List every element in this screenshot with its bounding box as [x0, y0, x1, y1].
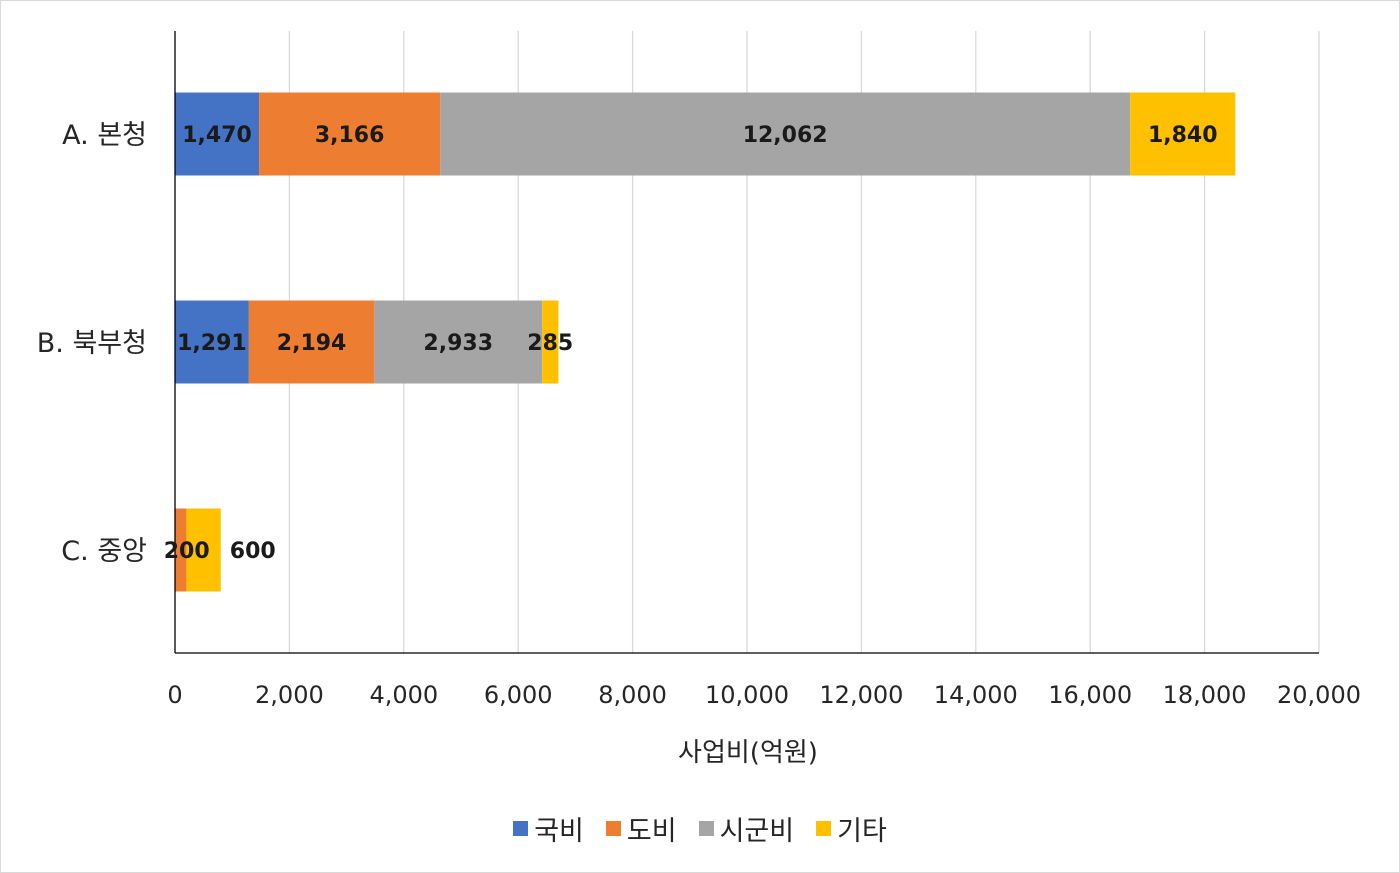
stacked-bar-chart: A. 본청 B. 북부청 C. 중앙 0 2,000 4,000 6,000 8,000 10… — [37, 31, 1361, 768]
bar-segment — [1130, 92, 1236, 176]
x-tick-label: 18,000 — [1163, 681, 1247, 709]
legend-label: 국비 — [534, 816, 584, 847]
legend-swatch — [605, 821, 621, 836]
data-label: 285 — [527, 331, 573, 356]
category-label: A. 본청 — [62, 120, 147, 151]
x-tick-label: 12,000 — [819, 681, 903, 709]
bar-segment — [175, 300, 249, 384]
bar-segment — [542, 300, 559, 384]
x-tick-label: 2,000 — [255, 681, 324, 709]
x-tick-labels: 0 2,000 4,000 6,000 8,000 10,000 12,000 14,000 1… — [167, 681, 1361, 709]
legend-label: 기타 — [837, 816, 887, 847]
legend-swatch — [513, 821, 529, 836]
legend-item: 국비 — [513, 809, 584, 848]
x-tick-label: 16,000 — [1048, 681, 1132, 709]
data-label: 1,291 — [177, 331, 247, 356]
bar-segment — [374, 300, 543, 384]
legend-swatch — [816, 821, 832, 836]
category-labels: A. 본청 B. 북부청 C. 중앙 — [37, 120, 147, 567]
category-label: C. 중앙 — [61, 536, 147, 567]
bar-segment — [259, 92, 441, 176]
legend-label: 시군비 — [719, 816, 795, 847]
bar-segment — [175, 92, 260, 176]
x-tick-label: 10,000 — [705, 681, 789, 709]
bar-segment — [248, 300, 375, 384]
x-axis-title: 사업비(억원) — [678, 738, 818, 768]
data-label: 2,933 — [423, 331, 493, 356]
data-label: 2,194 — [277, 331, 347, 356]
data-label: 600 — [230, 539, 276, 564]
data-label: 1,840 — [1148, 123, 1218, 148]
x-tick-label: 6,000 — [484, 681, 553, 709]
legend-swatch — [698, 821, 714, 836]
bar-segment — [186, 508, 221, 592]
data-label: 1,470 — [182, 123, 252, 148]
x-tick-label: 20,000 — [1277, 681, 1361, 709]
data-labels: 1,470 3,166 12,062 1,840 1,291 2,194 2,933 285 2… — [164, 123, 1218, 564]
bar-segment — [440, 92, 1131, 176]
x-tick-label: 0 — [167, 681, 182, 709]
legend-item: 시군비 — [698, 809, 795, 848]
x-tick-label: 8,000 — [598, 681, 667, 709]
data-label: 3,166 — [315, 123, 385, 148]
data-label: 200 — [164, 539, 210, 564]
bars — [175, 92, 1236, 592]
category-label: B. 북부청 — [37, 328, 147, 359]
axes — [174, 31, 1319, 654]
x-tick-label: 4,000 — [369, 681, 438, 709]
legend-item: 도비 — [605, 809, 677, 848]
legend: 국비 도비 시군비 기타 — [1, 809, 1399, 848]
data-label: 12,062 — [743, 123, 828, 148]
legend-item: 기타 — [816, 809, 887, 848]
x-tick-label: 14,000 — [934, 681, 1018, 709]
bar-segment — [175, 508, 187, 592]
legend-label: 도비 — [626, 816, 677, 847]
